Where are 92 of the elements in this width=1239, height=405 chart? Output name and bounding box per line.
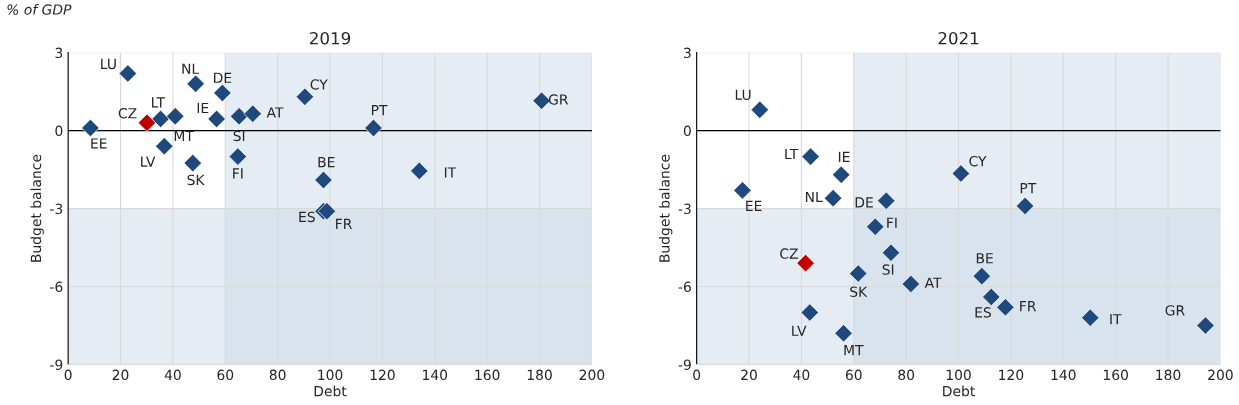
x-tick-label: 20 <box>741 369 757 381</box>
annotation: GR <box>548 94 569 105</box>
x-tick-label: 40 <box>164 369 181 381</box>
annotation: LU <box>101 58 116 70</box>
point <box>118 64 137 83</box>
y-tick-label: -9 <box>678 359 691 370</box>
annotation: BE <box>318 157 335 168</box>
annotation: LU <box>735 89 751 100</box>
x-tick-label: 140 <box>1051 369 1076 381</box>
annotation: FR <box>1020 301 1037 312</box>
annotation: MT <box>174 130 194 141</box>
x-tick-label: 60 <box>845 369 862 381</box>
x-tick-label: 180 <box>1156 369 1181 381</box>
annotation: FI <box>233 168 243 179</box>
point <box>796 254 815 273</box>
annotation: IE <box>838 151 850 162</box>
annotation: MT <box>844 345 864 356</box>
annotation: LV <box>141 156 156 167</box>
annotation: AT <box>924 277 942 288</box>
annotation: DE <box>855 197 873 208</box>
annotation: FR <box>336 218 352 229</box>
x-tick-label: 80 <box>269 369 286 381</box>
annotation: SK <box>187 174 205 186</box>
point <box>213 83 232 103</box>
y-tick-label: 3 <box>684 47 691 59</box>
y-tick-label: 0 <box>683 125 691 137</box>
x-tick-label: 40 <box>793 369 810 381</box>
x-tick-label: 160 <box>475 369 500 381</box>
x-axis-title: Debt <box>943 385 975 397</box>
annotation: DE <box>214 72 232 83</box>
annotation: FI <box>887 217 897 228</box>
point <box>881 243 901 262</box>
annotation: ES <box>975 307 991 318</box>
annotation: SK <box>850 286 868 298</box>
y-axis-title: Budget balance <box>658 154 673 262</box>
x-tick-label: 180 <box>527 369 552 381</box>
chart-title: 2019 <box>310 31 351 45</box>
x-tick-label: 160 <box>1103 369 1128 381</box>
y-tick-label: -9 <box>50 359 63 370</box>
text: % of GDP <box>7 4 72 15</box>
annotation: CZ <box>118 108 137 119</box>
point <box>81 118 100 138</box>
annotation: LT <box>152 97 166 108</box>
x-axis-title: Debt <box>314 385 347 397</box>
annotation: SI <box>882 264 894 275</box>
annotation: IT <box>1110 314 1122 325</box>
annotation: EE <box>746 200 762 211</box>
chart-title: 2021 <box>938 31 979 45</box>
point <box>228 147 247 166</box>
annotation: PT <box>371 105 388 116</box>
annotation: EE <box>91 138 107 149</box>
annotation: PT <box>1020 183 1037 194</box>
x-tick-label: 60 <box>217 369 234 381</box>
point <box>364 118 383 138</box>
point <box>151 109 170 129</box>
annotation: SI <box>233 130 245 142</box>
annotation: NL <box>182 63 200 74</box>
annotation: LT <box>785 148 799 160</box>
annotation: GR <box>1165 305 1185 316</box>
x-tick-label: 120 <box>370 369 395 381</box>
x-tick-label: 100 <box>318 369 343 381</box>
point <box>849 264 868 283</box>
x-tick-label: 0 <box>693 369 701 381</box>
point <box>314 170 333 190</box>
annotation: NL <box>805 191 823 203</box>
x-tick-label: 20 <box>112 369 129 381</box>
y-tick-label: -3 <box>678 203 691 215</box>
x-tick-label: 200 <box>579 369 605 381</box>
annotation: AT <box>266 107 284 118</box>
y-axis-title: Budget balance <box>30 154 44 262</box>
y-tick-label: -6 <box>678 281 691 293</box>
x-tick-label: 100 <box>946 369 971 381</box>
y-tick-label: 3 <box>55 47 63 59</box>
x-tick-label: 200 <box>1208 369 1233 381</box>
point <box>951 164 971 183</box>
point <box>207 109 226 129</box>
annotation: CZ <box>780 248 798 259</box>
x-tick-label: 80 <box>898 369 915 381</box>
point <box>800 303 819 322</box>
y-tick-label: -6 <box>50 281 63 293</box>
y-tick-label: 0 <box>55 125 63 137</box>
x-tick-label: 120 <box>999 369 1024 381</box>
annotation: CY <box>310 79 328 90</box>
x-tick-label: 140 <box>423 369 448 381</box>
annotation: IT <box>444 167 457 178</box>
y-tick-label: -3 <box>50 203 63 215</box>
annotation: BE <box>976 253 993 264</box>
annotation: CY <box>969 155 987 167</box>
annotation: LV <box>792 325 807 336</box>
x-tick-label: 0 <box>64 369 72 381</box>
annotation: ES <box>299 211 315 223</box>
annotation: IE <box>197 102 209 114</box>
